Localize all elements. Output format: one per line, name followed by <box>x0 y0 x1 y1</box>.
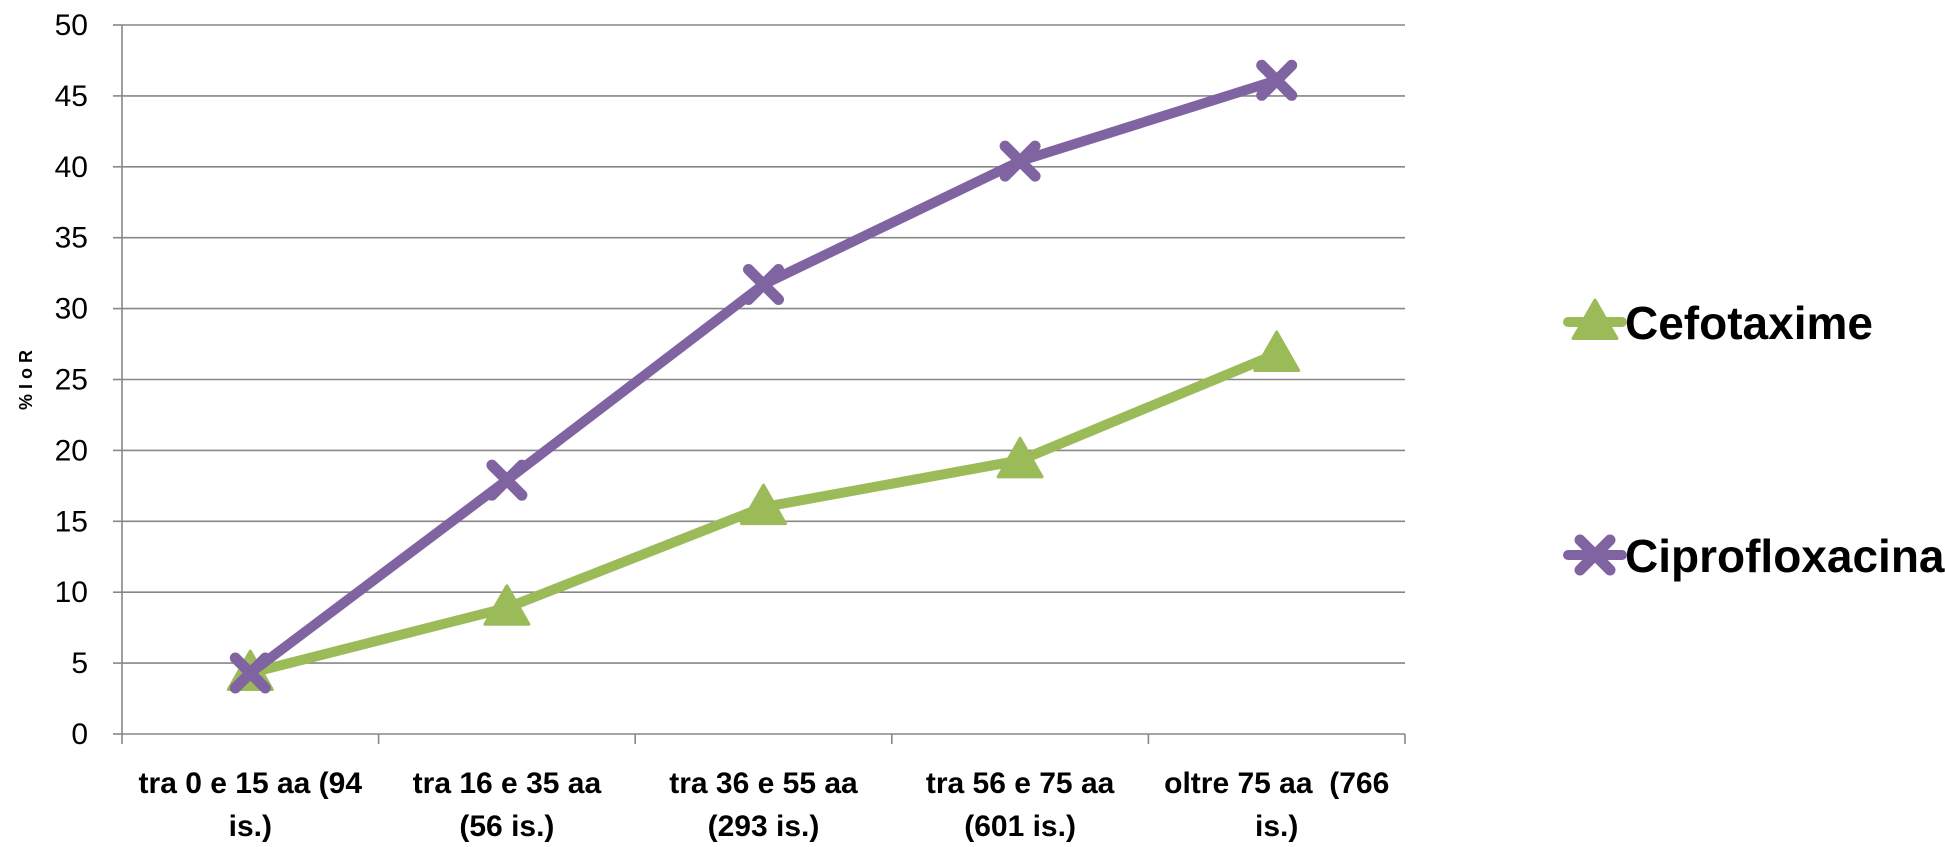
y-tick-label: 35 <box>55 222 88 255</box>
x-marker-stroke <box>229 652 271 694</box>
y-axis-label: % I o R <box>16 350 36 410</box>
y-tick-label: 45 <box>55 80 88 113</box>
y-tick-label: 50 <box>55 9 88 42</box>
data-point <box>996 436 1044 479</box>
data-point <box>743 263 784 305</box>
legend-item: Ciprofloxacina <box>1563 530 1945 582</box>
legend: Cefotaxime Ciprofloxacina <box>1563 297 1945 582</box>
series-cefotaxime <box>226 330 1301 692</box>
y-tick-label: 0 <box>71 718 88 751</box>
legend-marker <box>1571 298 1619 340</box>
y-tick-label: 25 <box>55 364 88 397</box>
data-point <box>229 652 271 694</box>
x-tick-labels: tra 0 e 15 aa (94 is.) tra 16 e 35 aa (56 i… <box>139 767 1390 843</box>
y-tick-labels: 0 5 10 15 20 25 30 35 40 45 50 <box>55 9 88 751</box>
x-marker-stroke <box>999 140 1041 182</box>
legend-marker <box>1574 534 1616 576</box>
series-lines <box>226 59 1301 694</box>
x-marker-stroke <box>486 459 528 501</box>
data-point <box>1253 330 1301 372</box>
x-tick-label: tra 16 e 35 aa (56 is.) <box>413 767 602 843</box>
data-point <box>1256 59 1298 101</box>
data-point <box>486 459 528 501</box>
y-tick-label: 5 <box>71 647 88 680</box>
legend-label: Cefotaxime <box>1625 297 1873 349</box>
x-marker-stroke <box>1574 534 1616 576</box>
legend-label: Ciprofloxacina <box>1625 530 1945 582</box>
y-tick-label: 40 <box>55 151 88 184</box>
x-marker-stroke <box>743 263 784 305</box>
x-marker-stroke <box>1256 59 1298 101</box>
axes <box>113 24 1406 744</box>
x-tick-label: oltre 75 aa (766 is.) <box>1164 767 1389 843</box>
x-tick-label: tra 56 e 75 aa (601 is.) <box>926 767 1115 843</box>
gridlines <box>122 24 1405 664</box>
y-tick-label: 20 <box>55 434 88 467</box>
y-tick-label: 15 <box>55 505 88 538</box>
x-tick-label: tra 36 e 55 aa (293 is.) <box>669 767 858 843</box>
series-line <box>245 75 1282 679</box>
data-point <box>483 584 531 626</box>
data-point <box>740 483 787 526</box>
y-tick-label: 10 <box>55 576 88 609</box>
y-tick-label: 30 <box>55 293 88 326</box>
x-tick-label: tra 0 e 15 aa (94 is.) <box>139 767 363 843</box>
legend-item: Cefotaxime <box>1563 297 1873 349</box>
series-ciprofloxacina <box>229 59 1298 694</box>
data-point <box>999 140 1041 182</box>
